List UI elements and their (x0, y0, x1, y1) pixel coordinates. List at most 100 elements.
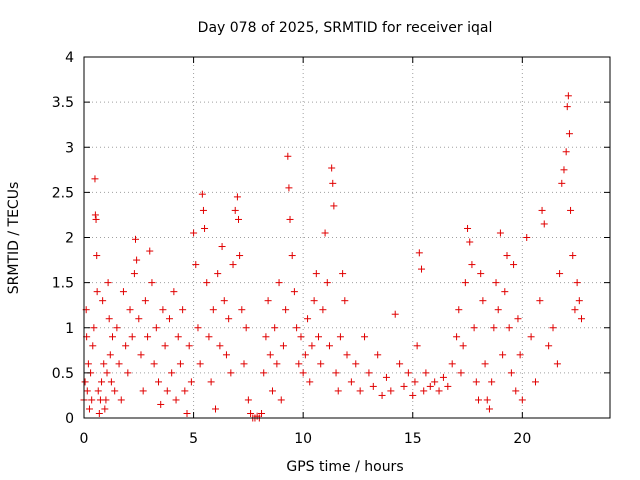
x-axis-label: GPS time / hours (286, 459, 403, 475)
data-point (413, 342, 421, 350)
data-point (321, 229, 329, 237)
data-point (113, 324, 121, 332)
data-point (108, 333, 116, 341)
data-point (369, 382, 377, 390)
data-point (328, 164, 336, 172)
data-point (310, 297, 318, 305)
data-point (361, 333, 369, 341)
data-point (203, 279, 211, 287)
data-point (218, 243, 226, 251)
data-point (531, 378, 539, 386)
data-point (236, 252, 244, 260)
data-point (141, 297, 149, 305)
data-point (562, 148, 570, 156)
data-point (571, 306, 579, 314)
data-point (475, 396, 482, 404)
data-point (538, 206, 546, 214)
data-points (80, 92, 586, 422)
data-point (418, 265, 426, 273)
data-point (238, 306, 246, 314)
data-point (426, 382, 434, 390)
y-tick-label: 0.5 (52, 366, 74, 382)
data-point (174, 333, 182, 341)
data-point (176, 360, 184, 368)
data-point (183, 409, 191, 417)
data-point (457, 369, 465, 377)
data-point (400, 382, 408, 390)
data-point (560, 166, 568, 174)
data-point (101, 405, 109, 413)
y-tick-label: 1.5 (52, 276, 74, 292)
data-point (190, 229, 198, 237)
data-point (352, 360, 360, 368)
data-point (150, 360, 158, 368)
data-point (91, 175, 99, 183)
y-tick-label: 4 (65, 50, 74, 66)
data-point (159, 306, 167, 314)
data-point (464, 224, 472, 232)
data-point (137, 351, 145, 359)
data-point (578, 315, 586, 323)
data-point (168, 369, 176, 377)
data-point (332, 369, 340, 377)
data-point (247, 409, 255, 417)
y-tick-label: 3 (65, 140, 74, 156)
data-point (387, 387, 395, 395)
data-point (93, 252, 101, 260)
data-point (444, 382, 452, 390)
data-point (573, 279, 581, 287)
data-point (431, 378, 439, 386)
data-point (315, 333, 323, 341)
data-point (319, 306, 327, 314)
data-point (268, 387, 276, 395)
data-point (181, 387, 189, 395)
data-point (556, 270, 564, 278)
data-point (227, 369, 235, 377)
data-point (461, 279, 469, 287)
data-point (343, 351, 351, 359)
data-point (516, 351, 524, 359)
data-point (235, 215, 243, 223)
data-point (99, 297, 107, 305)
data-point (301, 351, 309, 359)
data-point (558, 179, 566, 187)
data-point (170, 288, 178, 296)
data-point (107, 378, 115, 386)
data-point (527, 333, 535, 341)
data-point (155, 378, 163, 386)
data-point (378, 391, 386, 399)
data-point (409, 391, 417, 399)
data-point (490, 324, 498, 332)
data-point (499, 351, 507, 359)
data-point (91, 211, 99, 219)
data-point (115, 360, 123, 368)
data-point (90, 324, 98, 332)
y-tick-label: 1 (65, 321, 74, 337)
chart-title: Day 078 of 2025, SRMTID for receiver iqa… (198, 20, 493, 36)
data-point (299, 369, 307, 377)
data-point (540, 220, 548, 228)
data-point (95, 409, 103, 417)
data-point (126, 306, 134, 314)
data-point (347, 378, 355, 386)
data-point (275, 279, 283, 287)
data-point (128, 333, 136, 341)
data-point (285, 184, 293, 192)
data-point (507, 369, 515, 377)
data-point (199, 206, 207, 214)
data-point (122, 342, 130, 350)
data-point (88, 396, 96, 404)
data-point (207, 378, 215, 386)
data-point (404, 369, 412, 377)
data-point (100, 360, 108, 368)
data-point (89, 342, 97, 350)
data-point (161, 342, 169, 350)
data-point (565, 130, 573, 138)
data-point (485, 405, 493, 413)
data-point (242, 324, 250, 332)
data-point (104, 279, 112, 287)
data-point (503, 252, 511, 260)
data-point (271, 324, 279, 332)
data-point (396, 360, 404, 368)
data-point (518, 396, 526, 404)
